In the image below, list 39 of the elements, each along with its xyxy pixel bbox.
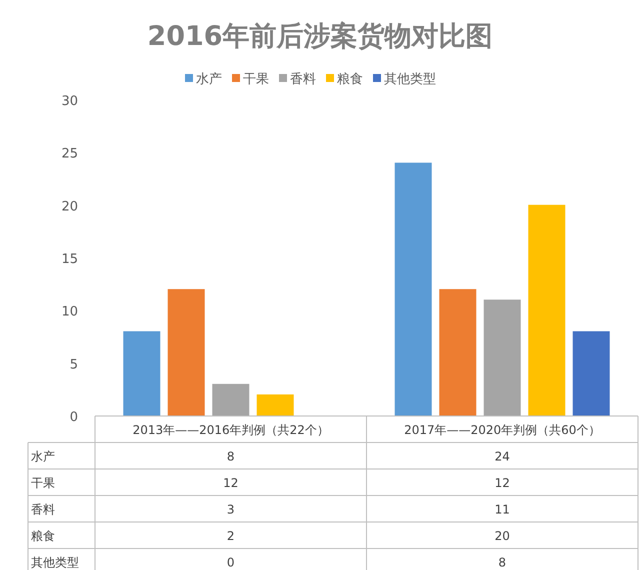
bar xyxy=(123,331,160,416)
data-label: 0 xyxy=(226,556,235,570)
bar xyxy=(212,384,250,416)
data-label: 24 xyxy=(494,450,510,464)
y-tick-label: 30 xyxy=(61,94,78,109)
text: 其他类型 xyxy=(31,556,79,570)
bar xyxy=(168,289,205,416)
data-label: 11 xyxy=(494,502,510,516)
y-tick-label: 15 xyxy=(61,252,78,267)
text: 干果 xyxy=(31,476,55,490)
bar xyxy=(439,289,476,416)
text: 水产 xyxy=(31,450,55,464)
data-label: 12 xyxy=(494,476,510,490)
data-label: 8 xyxy=(226,450,235,464)
legend-label: 干果 xyxy=(243,72,269,87)
legend-label: 粮食 xyxy=(337,72,363,87)
data-label: 12 xyxy=(223,476,238,490)
legend-label: 香料 xyxy=(290,72,316,87)
data-label: 8 xyxy=(498,556,506,570)
x-tick-label: 2013年——2016年判例（共22个） xyxy=(132,423,329,437)
x-tick-label: 2017年——2020年判例（共60个） xyxy=(404,423,600,437)
y-tick-label: 20 xyxy=(61,199,78,214)
bar xyxy=(572,331,610,416)
data-label: 20 xyxy=(494,529,510,543)
chart-title: 2016年前后涉案货物对比图 xyxy=(147,21,493,52)
legend-label: 其他类型 xyxy=(384,72,436,87)
data-label: 3 xyxy=(226,502,235,516)
bar xyxy=(528,204,566,416)
bar xyxy=(484,300,521,416)
y-tick-label: 5 xyxy=(70,357,78,372)
text: 香料 xyxy=(31,502,55,516)
text: 粮食 xyxy=(31,529,55,543)
data-label: 2 xyxy=(226,529,235,543)
y-tick-label: 10 xyxy=(61,304,78,320)
bar xyxy=(394,162,432,416)
y-tick-label: 0 xyxy=(70,410,78,425)
bar xyxy=(256,394,294,416)
y-tick-label: 25 xyxy=(61,146,78,162)
legend-label: 水产 xyxy=(196,72,222,87)
